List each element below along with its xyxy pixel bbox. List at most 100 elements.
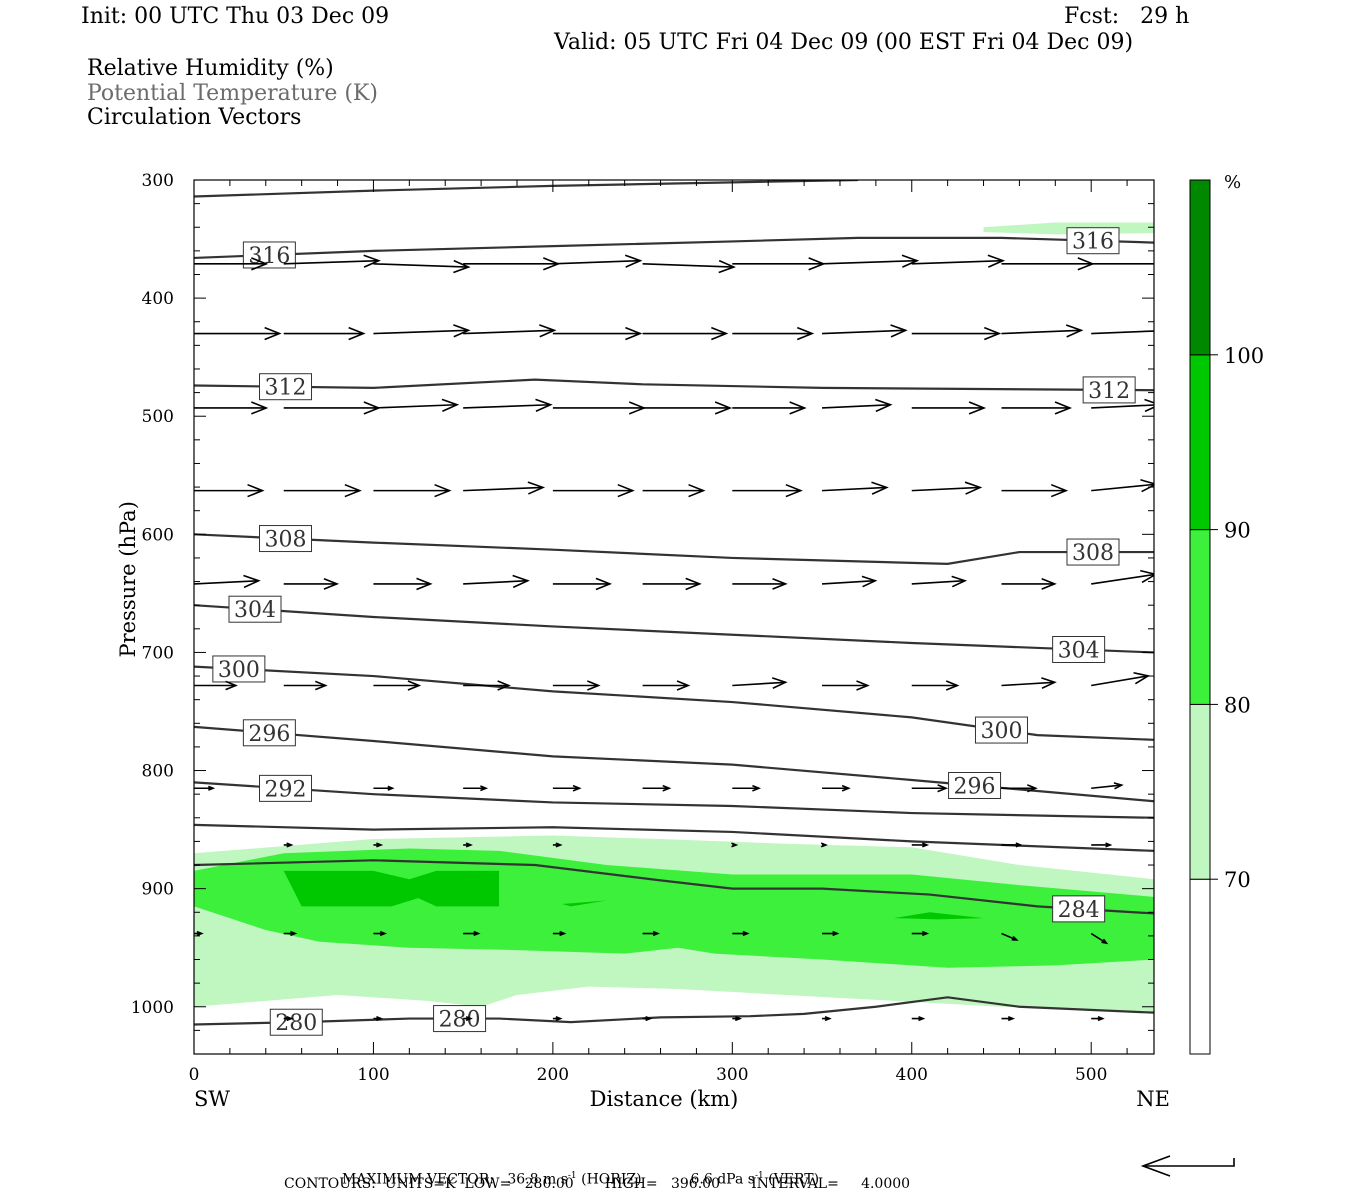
theta-label-box: [1066, 227, 1120, 255]
circulation-vector: [194, 680, 238, 691]
vector-head: [901, 254, 920, 268]
rh-region-90: [283, 870, 500, 907]
vector-head: [861, 575, 878, 588]
vector-shaft: [1090, 932, 1107, 944]
colorbar-swatch: [1189, 529, 1211, 705]
vector-shaft: [463, 403, 551, 409]
y-tick-label: 400: [142, 289, 174, 309]
vector-head: [922, 842, 930, 848]
vector-head: [1168, 258, 1183, 270]
circulation-vector: [283, 1015, 294, 1022]
vector-head: [771, 677, 788, 689]
vector-head: [434, 483, 452, 498]
vector-shaft: [463, 329, 555, 335]
vector-head: [497, 680, 511, 691]
circulation-vector: [911, 930, 930, 937]
vector-shaft: [642, 263, 734, 268]
circulation-vector: [373, 483, 452, 498]
vector-head: [1223, 258, 1238, 270]
theta-contour-288: [194, 823, 1154, 852]
circulation-vector: [283, 930, 298, 937]
circulation-vector: [194, 574, 261, 589]
circulation-vector: [1154, 843, 1173, 847]
theta-label-312: 312: [259, 373, 313, 401]
theta-label-text: 312: [265, 376, 307, 401]
vector-head: [772, 577, 788, 590]
vector-shaft: [821, 403, 891, 409]
vector-shaft: [1001, 932, 1017, 941]
circulation-vector: [642, 259, 736, 274]
reference-vector: [1140, 1155, 1235, 1177]
circulation-vector: [821, 398, 893, 413]
vector-shaft: [194, 579, 259, 585]
circulation-vector: [821, 481, 889, 495]
vector-head: [968, 401, 987, 415]
vector-head: [824, 1015, 832, 1022]
vector-head: [1140, 479, 1154, 493]
theta-label-292: 292: [259, 774, 313, 802]
theta-contour-316: [194, 236, 1154, 260]
circulation-vector: [732, 326, 815, 341]
theta-label-text: 316: [1072, 230, 1114, 255]
field-label-theta: Potential Temperature (K): [87, 81, 378, 106]
max-vert-value: 6.6 dPa s: [690, 1171, 755, 1188]
circulation-vector: [732, 930, 750, 937]
circulation-vector: [1001, 1015, 1016, 1022]
valid-time: Valid: 05 UTC Fri 04 Dec 09 (00 EST Fri …: [554, 30, 1134, 55]
circulation-vector: [552, 577, 613, 591]
vector-head: [1144, 398, 1154, 413]
circulation-vector: [642, 577, 702, 591]
theta-label-box: [948, 772, 1002, 800]
vector-head: [1140, 569, 1154, 584]
plot-area: 280 280 284 292 296 296 300 300 304 304 308 308 312 3…: [194, 180, 1238, 1036]
vector-shaft: [911, 259, 1003, 265]
circulation-vector: [911, 680, 960, 691]
vector-head: [820, 842, 828, 848]
circulation-vector: [283, 680, 328, 691]
colorbar: 70 80 90 100%: [1189, 172, 1264, 1055]
circulation-vector: [373, 1015, 384, 1022]
theta-label-text: 296: [248, 722, 290, 747]
vector-head: [363, 254, 381, 268]
vector-shaft: [1091, 404, 1154, 409]
circulation-vector: [373, 324, 471, 338]
vector-shaft: [1091, 784, 1122, 790]
vector-head: [315, 680, 328, 691]
vector-head: [1105, 842, 1113, 848]
theta-label-text: 316: [248, 244, 290, 269]
theta-label-box: [228, 595, 282, 623]
theta-label-300: 300: [212, 655, 266, 683]
vector-head: [225, 680, 238, 691]
rh-region-90: [561, 900, 607, 907]
vector-head: [937, 784, 949, 793]
theta-label-box: [259, 373, 313, 401]
vector-head: [251, 401, 269, 415]
circulation-vector: [463, 680, 511, 691]
y-axis-label: Pressure (hPa): [116, 501, 140, 657]
vector-head: [731, 842, 739, 848]
vector-shaft: [1001, 329, 1082, 335]
circulation-vector: [1090, 932, 1109, 945]
circulation-vector: [1091, 782, 1124, 790]
field-label-vectors: Circulation Vectors: [87, 105, 302, 130]
circulation-vector: [552, 842, 563, 848]
vector-shaft: [1091, 573, 1154, 585]
x-end-label-right: NE: [1136, 1087, 1170, 1111]
circulation-vector: [1091, 398, 1154, 413]
circulation-vector: [1001, 784, 1038, 793]
forecast-hour: Fcst: 29 h: [1064, 4, 1190, 29]
vector-head: [789, 401, 807, 415]
circulation-vector: [822, 324, 908, 338]
theta-label-text: 300: [980, 719, 1022, 744]
circulation-vector: [822, 930, 840, 937]
vector-head: [964, 481, 983, 495]
vector-shaft: [732, 681, 786, 687]
vector-head: [1011, 935, 1019, 941]
circulation-vector: [463, 930, 481, 937]
circulation-vector: [822, 680, 870, 691]
vector-head: [539, 324, 557, 338]
vector-head: [742, 930, 750, 937]
circulation-vector: [552, 326, 643, 341]
max-horiz-value: 36.8 m s: [507, 1171, 568, 1188]
vector-head: [922, 930, 930, 937]
